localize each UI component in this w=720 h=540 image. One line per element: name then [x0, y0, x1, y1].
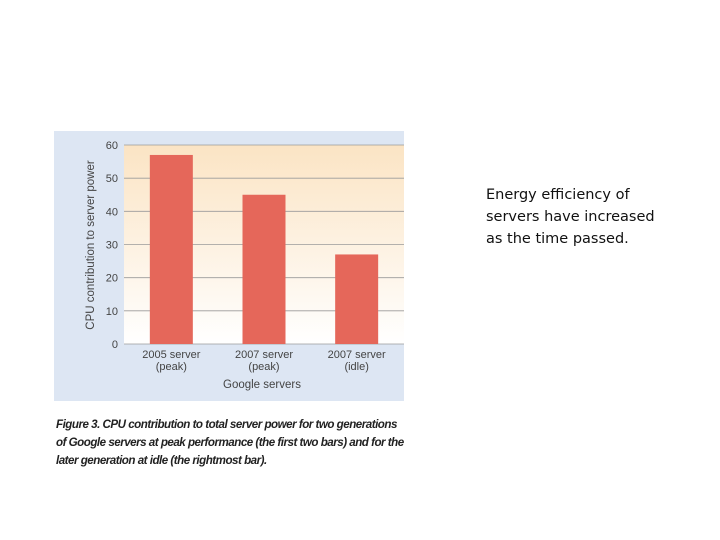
x-tick-label: 2007 server [328, 349, 386, 361]
slide-body-text: Energy efficiency of servers have increa… [486, 187, 655, 247]
x-tick-label: (peak) [156, 361, 187, 373]
x-tick-label: 2005 server [142, 349, 200, 361]
x-tick-label: 2007 server [235, 349, 293, 361]
y-tick-label: 50 [106, 173, 118, 185]
y-tick-label: 30 [106, 240, 118, 252]
chart-figure: 0 10 20 30 40 50 60 2005 server (peak) 2007 serv… [54, 131, 404, 401]
bar [335, 254, 379, 344]
x-tick-label: (idle) [344, 361, 368, 373]
x-axis-label: Google servers [223, 379, 301, 391]
bar [149, 154, 193, 344]
x-tick-label: (peak) [248, 361, 279, 373]
y-tick-label: 10 [106, 306, 118, 318]
bar [242, 194, 286, 344]
figure-caption: Figure 3. CPU contribution to total serv… [56, 418, 404, 467]
y-tick-label: 40 [106, 206, 118, 218]
y-tick-label: 60 [106, 140, 118, 152]
y-tick-label: 20 [106, 273, 118, 285]
y-axis-label: CPU contribution to server power [85, 160, 97, 330]
y-tick-label: 0 [112, 339, 118, 351]
